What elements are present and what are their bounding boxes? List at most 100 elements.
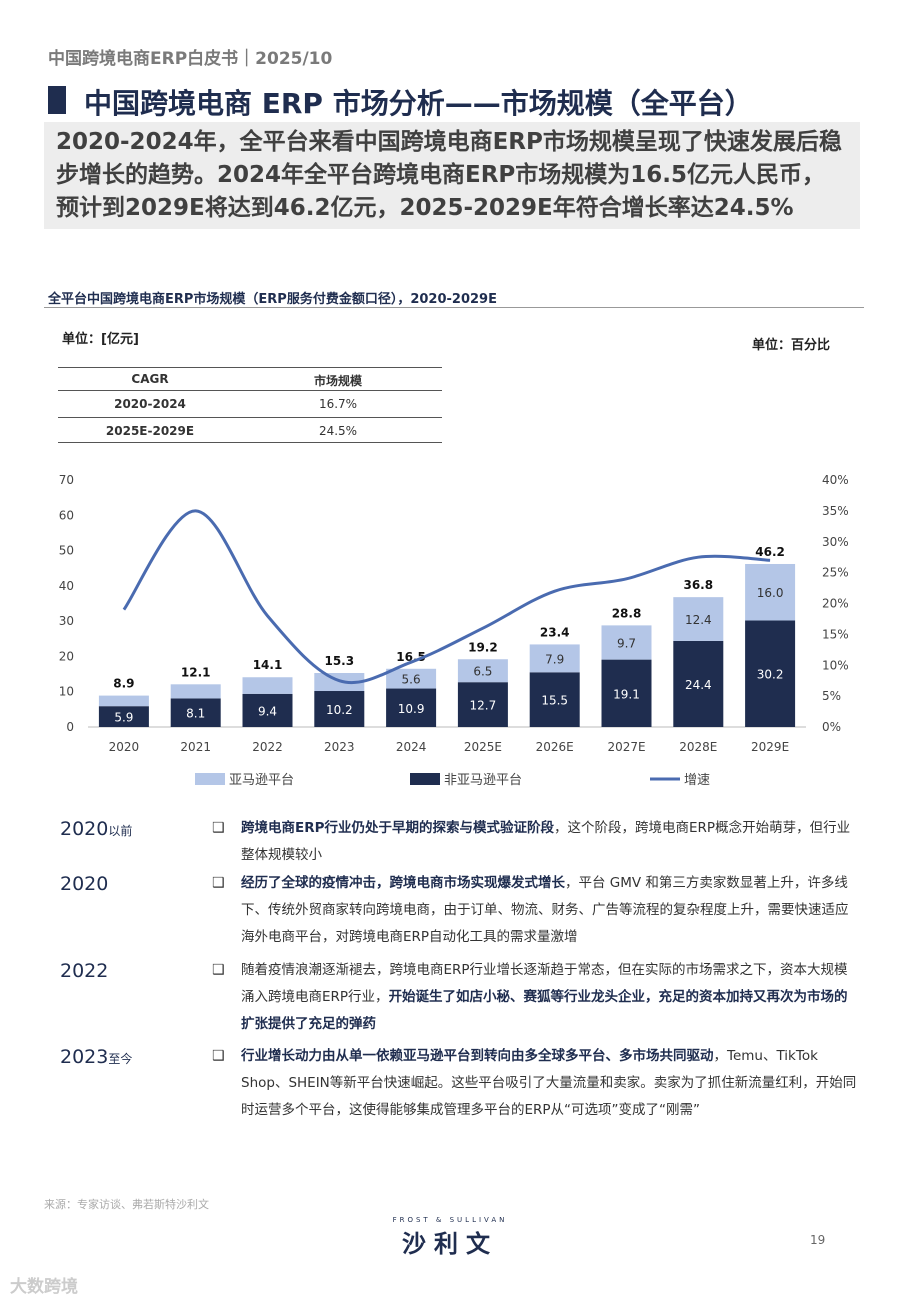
- legend-label: 增速: [684, 773, 710, 788]
- growth-line: [122, 509, 771, 684]
- value-label: 16.0: [757, 586, 784, 600]
- table-rule: [58, 367, 442, 368]
- value-label: 9.7: [617, 636, 636, 650]
- bar: [314, 691, 365, 727]
- total-label: 8.9: [113, 677, 134, 691]
- text-run: 开始诞生了如店小秘、赛狐等行业龙头企业，充足的资本加持又再次为市场的扩张提供了充…: [241, 989, 848, 1032]
- value-label: 12.4: [685, 613, 712, 627]
- timeline-year: 2020: [60, 873, 108, 895]
- y2-tick-label: 5%: [822, 689, 841, 703]
- timeline-year: 2020以前: [60, 818, 132, 840]
- summary: 2020-2024年，全平台来看中国跨境电商ERP市场规模呈现了快速发展后稳步增…: [44, 122, 860, 229]
- source: 来源：专家访谈、弗若斯特沙利文: [44, 1198, 209, 1211]
- value-label: 9.4: [258, 704, 277, 718]
- x-tick-label: 2021: [180, 740, 211, 754]
- bar: [386, 688, 437, 727]
- y2-unit: 单位：百分比: [752, 338, 831, 353]
- value-label: 6.5: [473, 665, 492, 679]
- text-run: 跨境电商ERP行业仍处于早期的探索与模式验证阶段: [241, 820, 555, 836]
- logo-en: FROST & SULLIVAN: [392, 1216, 508, 1224]
- bar: [170, 698, 221, 727]
- y2-tick-label: 35%: [822, 504, 849, 518]
- total-label: 28.8: [612, 606, 642, 620]
- y-tick-label: 10: [59, 685, 74, 699]
- value-label: 10.2: [326, 703, 353, 717]
- y2-tick-label: 15%: [822, 627, 849, 641]
- year-suffix: 以前: [108, 824, 133, 838]
- bar: [170, 684, 221, 699]
- bar: [242, 677, 293, 694]
- bar: [673, 640, 724, 727]
- text-run: ，这个阶段，跨境电商ERP概念开始萌芽，但行业整体规模较小: [241, 820, 851, 863]
- title-block: [48, 86, 66, 114]
- value-label: 30.2: [757, 668, 784, 682]
- bar: [242, 693, 293, 727]
- bar: [98, 695, 149, 707]
- y-tick-label: 40: [59, 579, 74, 593]
- table-header: 市场规模: [313, 374, 362, 388]
- bar: [673, 597, 724, 641]
- header-title: 中国跨境电商ERP白皮书｜2025/10: [48, 49, 333, 69]
- table-rule: [58, 390, 442, 391]
- table-rule: [58, 442, 442, 443]
- table-cell: 2025E-2029E: [105, 424, 195, 438]
- y2-tick-label: 30%: [822, 535, 849, 549]
- y-unit: 单位：[亿元]: [62, 332, 139, 347]
- timeline-text: 行业增长动力由从单一依赖亚马逊平台到转向由多全球多平台、多市场共同驱动，Temu…: [241, 1043, 861, 1124]
- x-tick-label: 2027E: [607, 740, 645, 754]
- y-tick-label: 30: [59, 614, 74, 628]
- bullet-box: ❑: [212, 962, 225, 978]
- total-label: 19.2: [468, 640, 498, 654]
- timeline-text: 经历了全球的疫情冲击，跨境电商市场实现爆发式增长，平台 GMV 和第三方卖家数显…: [241, 870, 861, 951]
- bar: [386, 668, 437, 689]
- table-cell: 16.7%: [318, 397, 358, 411]
- total-label: 14.1: [253, 658, 283, 672]
- timeline-text: 跨境电商ERP行业仍处于早期的探索与模式验证阶段，这个阶段，跨境电商ERP概念开…: [241, 815, 861, 869]
- legend-label: 非亚马逊平台: [444, 773, 522, 788]
- value-label: 5.9: [114, 711, 133, 725]
- value-label: 8.1: [186, 707, 205, 721]
- value-label: 5.6: [402, 673, 421, 687]
- value-label: 7.9: [545, 652, 564, 666]
- x-tick-label: 2026E: [536, 740, 574, 754]
- page-number: 19: [810, 1233, 826, 1247]
- timeline-year: 2023至今: [60, 1046, 132, 1068]
- text-run: 随着疫情浪潮逐渐褪去，跨境电商ERP行业增长逐渐趋于常态，但在实际的市场需求之下…: [241, 962, 848, 1005]
- total-label: 23.4: [540, 625, 570, 639]
- x-tick-label: 2024: [396, 740, 427, 754]
- bar: [745, 563, 796, 621]
- total-label: 12.1: [181, 665, 211, 679]
- legend-swatch: [195, 773, 225, 785]
- bar: [457, 682, 508, 727]
- bullet-box: ❑: [212, 875, 225, 891]
- y2-tick-label: 0%: [822, 720, 841, 734]
- year-text: 2020: [60, 818, 109, 840]
- y2-tick-label: 25%: [822, 566, 849, 580]
- timeline-text: 随着疫情浪潮逐渐褪去，跨境电商ERP行业增长逐渐趋于常态，但在实际的市场需求之下…: [241, 957, 861, 1038]
- bar: [529, 672, 580, 727]
- y-tick-label: 70: [59, 473, 74, 487]
- x-tick-label: 2028E: [679, 740, 717, 754]
- value-label: 12.7: [470, 699, 497, 713]
- bullet-box: ❑: [212, 820, 225, 836]
- legend-label: 亚马逊平台: [229, 773, 294, 788]
- y-tick-label: 50: [59, 544, 74, 558]
- year-suffix: 至今: [108, 1052, 133, 1066]
- bullet-box: ❑: [212, 1048, 225, 1064]
- y2-tick-label: 10%: [822, 658, 849, 672]
- text-run: ，平台 GMV 和第三方卖家数显著上升，许多线下、传统外贸商家转向跨境电商，由于…: [241, 875, 849, 945]
- year-text: 2022: [60, 960, 109, 982]
- x-tick-label: 2020: [109, 740, 140, 754]
- bar: [98, 706, 149, 727]
- y2-tick-label: 40%: [822, 473, 849, 487]
- watermark: 大数跨境: [10, 1277, 78, 1297]
- value-label: 10.9: [398, 702, 425, 716]
- value-label: 24.4: [685, 678, 712, 692]
- bar: [601, 625, 652, 660]
- year-text: 2023: [60, 1046, 109, 1068]
- rule: [44, 307, 864, 308]
- bar: [601, 659, 652, 727]
- table-cell: 24.5%: [318, 424, 358, 438]
- chart-title: 全平台中国跨境电商ERP市场规模（ERP服务付费金额口径），2020-2029E: [48, 292, 497, 307]
- total-label: 15.3: [324, 654, 354, 668]
